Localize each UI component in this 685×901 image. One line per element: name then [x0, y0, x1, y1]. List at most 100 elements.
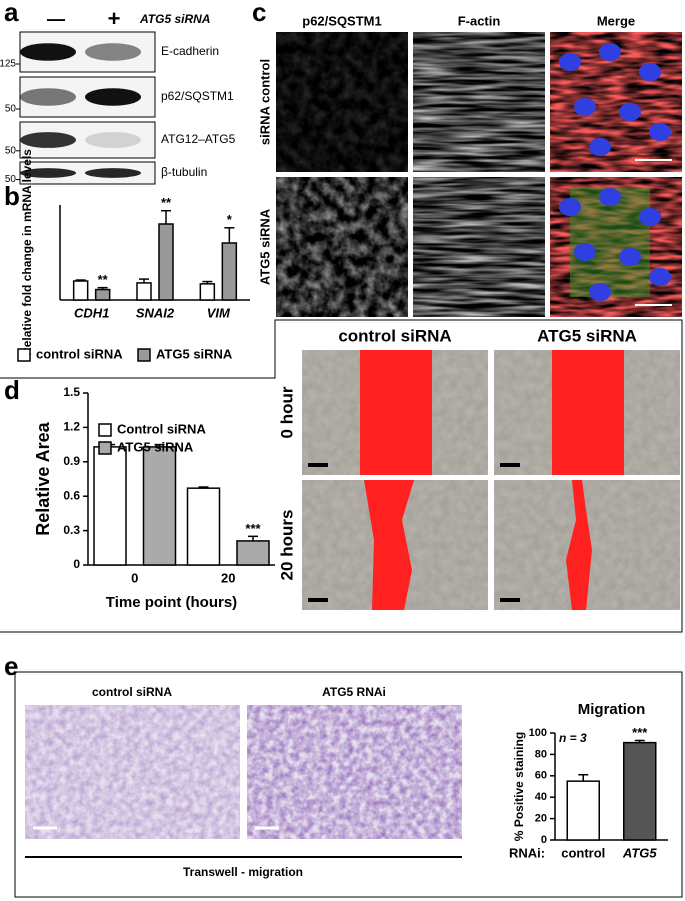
- panel-label: e: [4, 651, 18, 681]
- nucleus: [599, 188, 621, 206]
- marker-label: 50: [5, 174, 17, 185]
- blot-band: [85, 132, 141, 148]
- lane-label: +: [108, 6, 121, 31]
- significance: **: [98, 272, 109, 287]
- note: n = 3: [559, 731, 587, 745]
- y-tick-label: 60: [535, 770, 547, 782]
- x-tick-label: SNAI2: [136, 305, 175, 320]
- y-tick-label: 0: [73, 557, 80, 571]
- nucleus: [649, 268, 671, 286]
- treatment-label: ATG5 siRNA: [139, 12, 210, 26]
- bar: [94, 288, 111, 301]
- microscopy: p62/SQSTM1 F-actin Merge siRNA control ATG5 …: [257, 13, 682, 317]
- blot-band: [20, 168, 76, 178]
- nucleus: [589, 283, 611, 301]
- x-tick-label: VIM: [207, 305, 231, 320]
- significance: ***: [632, 725, 648, 740]
- texture: [25, 705, 240, 839]
- y-tick-label: 1.5: [63, 385, 80, 399]
- row-label: ATG5 siRNA: [257, 208, 272, 285]
- lane-label: —: [47, 9, 65, 29]
- bar: [623, 741, 657, 841]
- wound-area: [552, 350, 624, 475]
- transwell: control siRNA ATG5 RNAi: [25, 685, 462, 839]
- chart-title: Migration: [578, 701, 646, 718]
- frame: [0, 319, 683, 633]
- column-header: control siRNA: [338, 326, 451, 345]
- texture: [413, 32, 545, 172]
- blot-label: p62/SQSTM1: [161, 89, 234, 103]
- y-tick-label: 100: [529, 727, 547, 739]
- x-axis-label: Time point (hours): [106, 594, 237, 611]
- bar: [142, 446, 177, 566]
- legend-label: ATG5 siRNA: [156, 346, 233, 361]
- panel-label: b: [4, 181, 20, 211]
- panel-label: d: [4, 375, 20, 405]
- image-header: control siRNA: [92, 685, 172, 699]
- column-header: p62/SQSTM1: [302, 13, 381, 28]
- significance: *: [227, 212, 233, 227]
- image-header: ATG5 RNAi: [322, 685, 386, 699]
- x-tick-label: control: [561, 845, 605, 860]
- scratch-assay: control siRNA ATG5 siRNA 0 hour 20 hours: [277, 326, 680, 610]
- y-axis-label: % Positive staining: [512, 732, 526, 841]
- blot-band: [85, 43, 141, 61]
- row-label: siRNA control: [257, 59, 272, 145]
- y-tick-label: 20: [535, 813, 547, 825]
- wound-area: [360, 350, 432, 475]
- y-axis-label: Relative Area: [33, 421, 53, 535]
- bar: [236, 540, 270, 566]
- marker-label: 125: [0, 59, 16, 70]
- nucleus: [559, 53, 581, 71]
- column-header: F-actin: [458, 13, 501, 28]
- row-label: 20 hours: [277, 510, 296, 581]
- blot-label: E-cadherin: [161, 44, 219, 58]
- significance: ***: [245, 521, 261, 536]
- blots: E-cadherin 125 p62/SQSTM1 50 ATG12–ATG5 50 β-t…: [0, 31, 236, 185]
- frame: [14, 671, 683, 898]
- bar: [93, 446, 127, 566]
- x-tick-label: CDH1: [74, 305, 109, 320]
- nucleus: [639, 63, 661, 81]
- blot-band: [20, 88, 76, 106]
- blot-band: [20, 132, 76, 148]
- nucleus: [559, 198, 581, 216]
- bar: [221, 242, 238, 301]
- texture: [413, 177, 545, 317]
- y-tick-label: 40: [535, 791, 547, 803]
- legend-label: Control siRNA: [117, 421, 206, 436]
- nucleus: [619, 248, 641, 266]
- caption: Transwell - migration: [183, 865, 303, 879]
- texture: [276, 177, 408, 317]
- bar: [72, 280, 89, 301]
- marker-label: 50: [5, 104, 17, 115]
- x-tick-label: ATG5: [622, 845, 657, 860]
- bar: [566, 780, 600, 841]
- legend-label: control siRNA: [36, 346, 123, 361]
- y-tick-label: 0.9: [63, 454, 80, 468]
- nucleus: [639, 208, 661, 226]
- legend-label: ATG5 siRNA: [117, 439, 194, 454]
- y-tick-label: 0.6: [63, 488, 80, 502]
- x-prefix: RNAi:: [509, 845, 545, 860]
- blot-band: [20, 43, 76, 61]
- marker-label: 50: [5, 145, 17, 156]
- blot-label: ATG12–ATG5: [161, 132, 236, 146]
- nucleus: [649, 123, 671, 141]
- y-tick-label: 1.2: [63, 420, 80, 434]
- texture: [247, 705, 462, 839]
- significance: **: [161, 195, 172, 210]
- x-tick-label: 20: [221, 570, 235, 585]
- legend-swatch: [137, 348, 151, 362]
- panel-label: a: [4, 0, 19, 27]
- nucleus: [599, 43, 621, 61]
- wound-area: [566, 480, 592, 610]
- wound-area: [364, 480, 414, 610]
- column-header: ATG5 siRNA: [537, 326, 637, 345]
- legend-swatch: [98, 441, 112, 455]
- legend-swatch: [17, 348, 31, 362]
- nucleus: [619, 103, 641, 121]
- column-header: Merge: [597, 13, 635, 28]
- row-label: 0 hour: [277, 386, 296, 438]
- y-axis-label: Relative fold change in mRNA levels: [20, 149, 34, 356]
